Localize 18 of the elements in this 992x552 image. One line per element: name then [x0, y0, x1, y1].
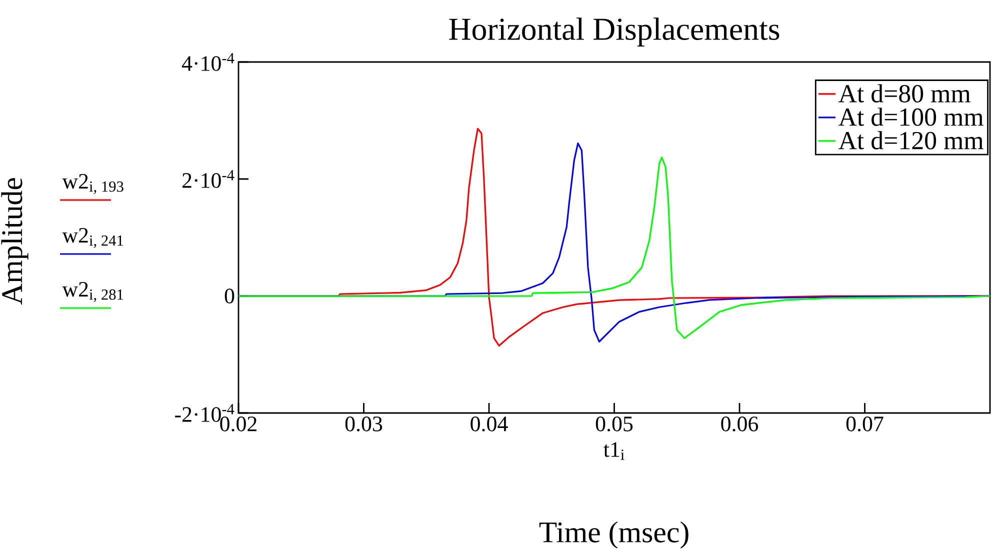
y-axis-title: Amplitude — [1, 178, 28, 305]
text: w2$_{i, 241}$ — [62, 228, 124, 248]
x-tick-label: 0.06 — [721, 416, 758, 432]
x-tick-label: 0.07 — [846, 416, 884, 432]
text: Time (msec) — [539, 521, 688, 549]
chart-title: Horizontal Displacements — [449, 18, 780, 46]
y-tick-label: 2·10$^{-4}$ — [182, 170, 234, 188]
y-tick-label: 0 — [224, 288, 234, 304]
x-tick-label: 0.05 — [596, 416, 633, 432]
x-tick-label: 0.04 — [470, 416, 508, 432]
text: w2$_{i, 281}$ — [62, 282, 124, 302]
legend-label: At d=100 mm — [838, 108, 984, 126]
legend-label: At d=120 mm — [838, 131, 984, 150]
y-tick-label: 4·10$^{-4}$ — [182, 53, 234, 71]
x-axis-title: t1$_{i}$ — [604, 442, 624, 460]
legend-label: At d=80 mm — [838, 84, 970, 102]
x-tick-label: 0.03 — [345, 416, 382, 432]
text: w2$_{i, 193}$ — [62, 174, 124, 194]
